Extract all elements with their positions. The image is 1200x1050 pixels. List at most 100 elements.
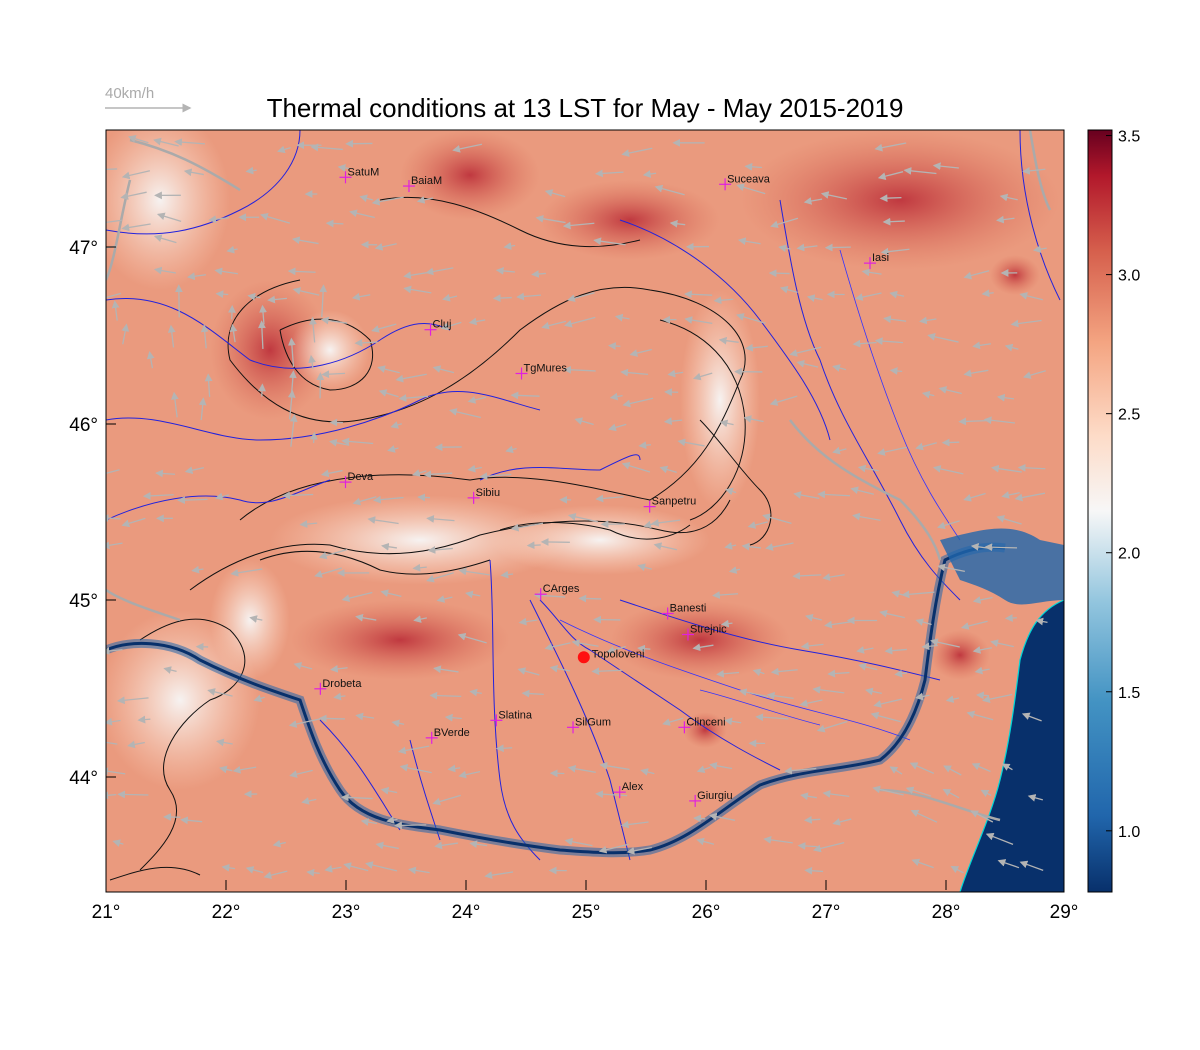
wind-arrow — [449, 408, 481, 419]
wind-arrow — [784, 766, 817, 775]
wind-arrow — [221, 863, 236, 872]
wind-arrow — [1001, 491, 1020, 499]
wind-arrow — [696, 837, 715, 846]
wind-arrow — [412, 563, 427, 572]
wind-arrow — [371, 196, 404, 206]
wind-arrow — [395, 373, 427, 383]
wind-arrow — [204, 373, 213, 397]
wind-arrow — [467, 396, 487, 404]
wind-arrow — [174, 138, 205, 146]
wind-arrow — [292, 287, 320, 296]
wind-arrow — [184, 466, 204, 475]
wind-arrow — [990, 639, 1014, 648]
wind-arrow — [983, 416, 1016, 425]
wind-arrow — [153, 234, 177, 244]
wind-arrow — [950, 865, 964, 874]
wind-arrow — [230, 568, 263, 577]
wind-arrow — [770, 667, 798, 676]
wind-arrow — [503, 242, 516, 250]
colorbar-tick-label: 3.0 — [1118, 268, 1140, 285]
wind-arrow — [974, 666, 990, 675]
wind-arrow — [804, 866, 824, 875]
wind-arrow — [779, 285, 798, 294]
wind-arrow — [684, 316, 713, 325]
wind-arrow — [621, 461, 651, 473]
wind-arrow — [215, 290, 229, 299]
wind-arrow — [360, 818, 377, 826]
wind-arrow — [640, 768, 655, 776]
wind-arrow — [467, 464, 482, 473]
wind-arrow — [738, 688, 769, 698]
wind-arrow — [510, 522, 544, 532]
colorbar-tick-label: 2.5 — [1118, 407, 1140, 424]
wind-arrow — [1019, 860, 1044, 871]
wind-arrow — [320, 316, 348, 325]
colorbar: 3.5 3.0 2.5 2.0 1.5 1.0 — [1087, 129, 1140, 893]
wind-arrow — [1014, 492, 1046, 502]
wind-arrow — [325, 219, 344, 228]
wind-arrow — [659, 465, 677, 474]
wind-arrow — [289, 769, 313, 778]
wind-arrow — [817, 490, 851, 499]
wind-arrow — [765, 542, 794, 551]
wind-arrow — [469, 840, 488, 849]
city-marker: BaiaM — [402, 175, 442, 193]
wind-arrow — [937, 563, 965, 572]
wind-arrow — [663, 417, 683, 425]
city-label: Suceava — [727, 173, 771, 185]
wind-arrow — [744, 162, 762, 171]
lon-tick-label: 24° — [452, 902, 481, 923]
wind-arrow — [832, 446, 847, 455]
wind-arrow — [960, 620, 988, 630]
thermal-hotspots — [210, 130, 1060, 748]
wind-arrow — [716, 669, 740, 678]
wind-arrow — [609, 392, 623, 401]
wind-arrow — [766, 691, 794, 700]
wind-arrow — [413, 615, 427, 623]
wind-arrow — [621, 147, 653, 157]
wind-arrow — [354, 338, 378, 347]
wind-arrow — [578, 594, 602, 603]
wind-arrow — [492, 294, 512, 302]
wind-arrow — [943, 765, 962, 776]
wind-arrow — [903, 166, 937, 175]
wind-arrow — [852, 512, 881, 521]
plot-area — [106, 130, 1064, 892]
wind-arrow — [127, 740, 145, 749]
city-label: SatuM — [348, 166, 380, 178]
wind-arrow — [718, 336, 739, 345]
wind-arrow — [626, 846, 652, 855]
wind-arrow — [299, 520, 318, 528]
wind-arrow — [219, 765, 233, 774]
colorbar-scale — [1087, 129, 1113, 893]
wind-arrow — [469, 688, 482, 697]
wind-arrow — [1022, 370, 1046, 379]
wind-arrow — [458, 567, 490, 576]
wind-arrow — [330, 664, 348, 673]
city-label: Clinceni — [686, 716, 725, 728]
city-label: Banesti — [670, 602, 707, 614]
city-marker: Cluj — [424, 319, 451, 336]
wind-arrow — [598, 843, 629, 854]
wind-scale-label: 40km/h — [105, 85, 154, 102]
wind-arrow — [708, 812, 736, 821]
wind-arrow — [608, 342, 621, 350]
wind-arrow — [111, 300, 120, 321]
wind-arrow — [291, 236, 319, 245]
wind-arrow — [827, 669, 850, 678]
wind-arrow — [436, 595, 453, 603]
wind-arrow — [915, 442, 937, 451]
wind-arrow — [737, 237, 761, 246]
wind-arrow — [106, 717, 121, 726]
wind-arrow — [355, 613, 377, 622]
wind-arrow — [417, 493, 430, 502]
wind-arrow — [909, 762, 935, 774]
wind-arrow — [247, 292, 261, 301]
wind-arrow — [517, 667, 540, 676]
wind-arrow — [214, 267, 239, 276]
wind-arrow — [309, 316, 317, 343]
wind-arrow — [216, 738, 233, 747]
wind-arrow — [595, 494, 624, 503]
wind-arrow — [805, 613, 822, 622]
wind-arrow — [391, 719, 405, 728]
